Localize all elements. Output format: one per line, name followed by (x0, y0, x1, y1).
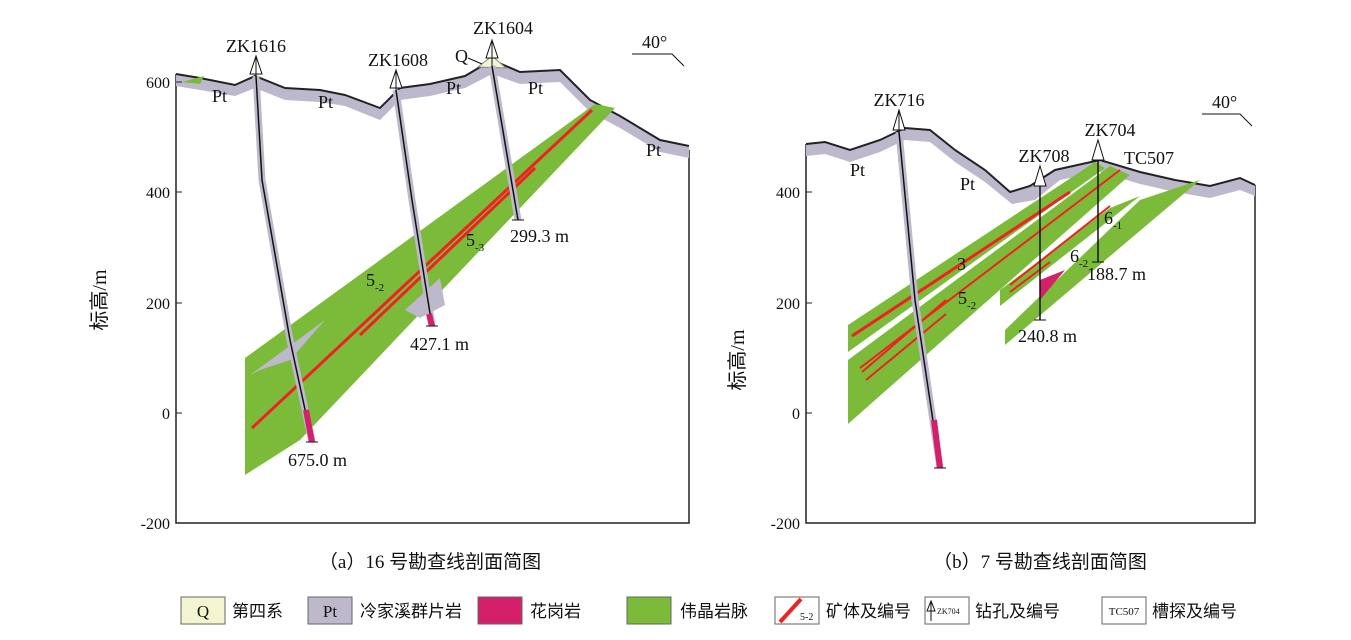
y-ticks-a (176, 81, 182, 414)
legend-symbol: Pt (323, 602, 337, 621)
tick-label: 0 (162, 406, 170, 423)
legend-item-pt: Pt 冷家溪群片岩 (307, 596, 462, 625)
tick-label: 600 (146, 75, 170, 92)
tick-label: 400 (146, 185, 170, 202)
granite-in-drill (303, 409, 315, 443)
orebody-5-2-branch (861, 299, 947, 373)
legend-label: 第四系 (232, 602, 283, 621)
orientation-label: 40° (1212, 92, 1237, 112)
pt-layer-b (806, 128, 1255, 204)
depth-label: 188.7 m (1087, 264, 1146, 284)
pegmatite-small-a (182, 76, 204, 84)
surface-line-b (805, 126, 1256, 194)
legend-label: 花岗岩 (530, 602, 581, 621)
ore-label: 6-2 (1070, 246, 1088, 270)
unit-label: Pt (212, 86, 227, 106)
unit-label: Pt (528, 78, 543, 98)
legend-label: 矿体及编号 (826, 602, 911, 621)
surface-line-a (175, 58, 690, 147)
legend: Q 第四系 Pt 冷家溪群片岩 花岗岩 伟晶岩脉 5-2 矿体及编号 ZK704… (180, 596, 1237, 625)
legend-item-quaternary: Q 第四系 (180, 596, 283, 625)
drill-label: ZK1608 (368, 50, 428, 70)
tick-label: 200 (146, 296, 170, 313)
unit-label: Q (455, 46, 468, 66)
drill-label: ZK704 (1085, 120, 1136, 140)
drill-label: ZK716 (874, 90, 925, 110)
pegmatite-vein-6-1 (1000, 196, 1140, 306)
trench-label: TC507 (1124, 148, 1174, 168)
orientation-label: 40° (642, 32, 667, 52)
y-axis-label: 标高/m (726, 329, 749, 391)
frame-a (175, 74, 690, 524)
granite-in-drill (426, 313, 435, 327)
orientation-icon (632, 53, 685, 67)
ore-label: 5-2 (958, 288, 976, 312)
orebody-3 (851, 190, 1071, 338)
drill-label: ZK1616 (226, 36, 286, 56)
caption-b: （b）7 号勘查线剖面简图 (933, 551, 1147, 573)
orebody-5-2-branch (865, 313, 947, 381)
legend-item-granite: 花岗岩 (477, 596, 581, 625)
legend-label: 钻孔及编号 (975, 602, 1060, 621)
depth-label: 299.3 m (510, 226, 569, 246)
drill-label: ZK1604 (473, 18, 533, 38)
pegmatite-vein-3 (848, 162, 1105, 352)
legend-label: 伟晶岩脉 (680, 602, 748, 621)
panel-a: 600 400 200 0 -200 标高/m ZK1616 ZK1608 ZK… (88, 18, 690, 573)
legend-item-trench: TC507 槽探及编号 (1101, 596, 1237, 625)
unit-label: Pt (446, 78, 461, 98)
unit-label: Pt (960, 174, 975, 194)
leader-line (467, 57, 483, 65)
legend-symbol: ZK704 (937, 607, 960, 616)
caption-a: （a）16 号勘查线剖面简图 (319, 551, 541, 573)
legend-symbol: Q (197, 602, 209, 621)
ore-label: 6-1 (1104, 208, 1122, 232)
tick-label: -200 (141, 516, 170, 533)
drill-label: ZK708 (1019, 146, 1070, 166)
panel-b: 400 200 0 -200 标高/m ZK716 ZK708 ZK704 24… (726, 90, 1256, 573)
legend-symbol: 5-2 (800, 612, 813, 623)
y-ticks-b (806, 191, 812, 414)
drill-marker-icon (249, 38, 524, 443)
ore-label: 5-2 (366, 270, 384, 294)
orientation-icon (1202, 113, 1253, 127)
legend-item-pegmatite: 伟晶岩脉 (626, 596, 748, 625)
ore-label: 5-3 (466, 230, 485, 254)
legend-label: 槽探及编号 (1152, 602, 1237, 621)
pt-inclusion (250, 320, 325, 375)
granite-body (1040, 270, 1065, 300)
legend-item-orebody: 5-2 矿体及编号 (774, 596, 911, 625)
orebody-6-1 (1009, 205, 1111, 286)
tick-label: 400 (776, 185, 800, 202)
pegmatite-vein-5 (848, 166, 1130, 424)
unit-label: Pt (318, 92, 333, 112)
y-axis-label: 标高/m (88, 269, 111, 331)
tick-label: -200 (771, 516, 800, 533)
drill-hole-zk1608 (395, 89, 433, 327)
orebody-6-2 (1009, 261, 1051, 293)
tick-label: 200 (776, 296, 800, 313)
granite-in-drill (931, 419, 943, 469)
drill-hole-zk716 (898, 131, 941, 469)
ore-label: 3 (957, 254, 966, 274)
legend-item-drill: ZK704 钻孔及编号 (924, 596, 1060, 625)
unit-label: Pt (850, 160, 865, 180)
legend-label: 冷家溪群片岩 (360, 602, 462, 621)
drill-hole-zk1604 (491, 65, 519, 221)
drill-marker-icon (892, 108, 1105, 469)
drill-hole-zk1616 (255, 75, 313, 443)
tick-label: 0 (792, 406, 800, 423)
orebody-5-2 (859, 169, 1121, 369)
legend-symbol: TC507 (1109, 606, 1140, 618)
unit-label: Pt (646, 140, 661, 160)
depth-label: 240.8 m (1018, 326, 1077, 346)
frame-b (805, 144, 1256, 524)
depth-label: 675.0 m (288, 450, 347, 470)
orebody-5-3 (358, 166, 537, 337)
depth-label: 427.1 m (410, 334, 469, 354)
